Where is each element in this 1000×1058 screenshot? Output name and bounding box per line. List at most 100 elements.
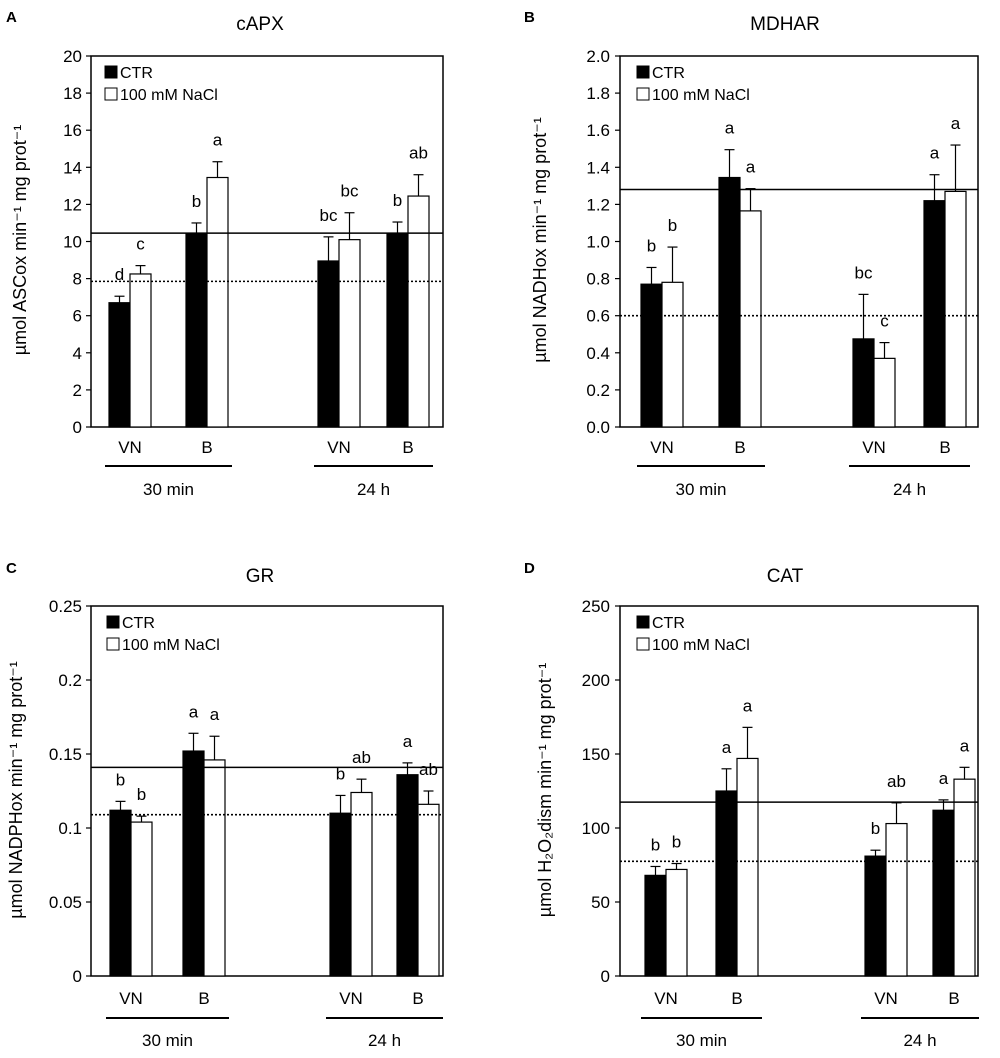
bar-ctr — [182, 750, 205, 977]
legend-label-ctr: CTR — [652, 615, 685, 632]
y-tick-label: 0.1 — [58, 819, 82, 838]
panel-label: D — [524, 560, 535, 577]
bar-ctr — [109, 809, 132, 977]
significance-letter: bc — [341, 182, 359, 201]
bar-ctr — [640, 283, 663, 428]
bar-nacl — [944, 190, 967, 428]
y-tick-label: 0.6 — [586, 307, 610, 326]
y-tick-label: 250 — [582, 597, 610, 616]
y-tick-label: 8 — [73, 270, 82, 289]
significance-letter: c — [136, 235, 145, 254]
panel-label: B — [524, 9, 535, 26]
bar-nacl — [661, 281, 684, 428]
significance-letter: b — [668, 216, 677, 235]
legend-swatch-ctr — [106, 615, 120, 629]
bar-nacl — [953, 778, 976, 977]
significance-letter: ab — [352, 748, 371, 767]
legend-label-nacl: 100 mM NaCl — [120, 87, 218, 104]
significance-letter: ab — [409, 144, 428, 163]
significance-letter: a — [746, 158, 756, 177]
x-group-label: 30 min — [676, 1031, 727, 1050]
legend: CTR 100 mM NaCl — [104, 65, 218, 104]
x-category-label: B — [198, 989, 209, 1008]
x-group-label: 30 min — [142, 1031, 193, 1050]
reference-lines — [91, 232, 443, 283]
bar-ctr — [932, 809, 955, 977]
significance-letter: a — [189, 702, 199, 721]
y-tick-label: 4 — [73, 344, 82, 363]
plot-frame — [90, 605, 444, 977]
y-tick-label: 1.8 — [586, 84, 610, 103]
x-category-label: B — [948, 989, 959, 1008]
significance-letter: bc — [855, 263, 873, 282]
significance-letter: b — [116, 770, 125, 789]
x-category-label: B — [939, 438, 950, 457]
significance-letter: b — [651, 835, 660, 854]
x-category-label: VN — [654, 989, 678, 1008]
bar-ctr — [396, 774, 419, 977]
significance-letter: b — [137, 785, 146, 804]
y-tick-label: 200 — [582, 671, 610, 690]
y-tick-label: 0 — [73, 967, 82, 986]
y-axis-label: µmol NADPHox min⁻¹ mg prot⁻¹ — [6, 661, 26, 918]
x-axis: VN B VN B 30 min 24 h — [637, 438, 970, 499]
x-category-label: B — [201, 438, 212, 457]
bar-ctr — [317, 260, 340, 428]
legend-swatch-nacl — [104, 87, 118, 101]
bar-ctr — [185, 233, 208, 428]
reference-lines — [620, 801, 978, 863]
x-category-label: B — [731, 989, 742, 1008]
x-category-label: VN — [874, 989, 898, 1008]
x-category-label: VN — [118, 438, 142, 457]
legend-label-ctr: CTR — [120, 65, 153, 82]
legend-label-nacl: 100 mM NaCl — [122, 637, 220, 654]
x-group-label: 30 min — [675, 480, 726, 499]
x-axis: VN B VN B 30 min 24 h — [106, 989, 443, 1050]
y-tick-label: 1.4 — [586, 158, 610, 177]
y-axis-label: µmol NADHox min⁻¹ mg prot⁻¹ — [530, 117, 550, 362]
y-axis: 0 0.05 0.1 0.15 0.2 0.25 — [49, 597, 91, 986]
y-tick-label: 1.6 — [586, 121, 610, 140]
y-tick-label: 0.4 — [586, 344, 610, 363]
panel-b: B MDHAR 0.0 0.2 0.4 0.6 0.8 1.0 1.2 1.4 1.6 1.8 2.… — [524, 9, 979, 499]
y-tick-label: 6 — [73, 307, 82, 326]
legend-swatch-nacl — [636, 87, 650, 101]
chart-title: GR — [246, 566, 275, 587]
bar-nacl — [203, 759, 226, 977]
y-tick-label: 18 — [63, 84, 82, 103]
bar-ctr — [715, 790, 738, 977]
bar-nacl — [206, 176, 229, 428]
bars: b a bc a b a c a — [640, 114, 967, 428]
bar-ctr — [644, 874, 667, 977]
significance-letter: c — [880, 312, 889, 331]
y-tick-label: 10 — [63, 233, 82, 252]
significance-letter: d — [115, 265, 124, 284]
panel-label: A — [6, 9, 17, 26]
x-group-label: 24 h — [368, 1031, 401, 1050]
legend-label-ctr: CTR — [652, 65, 685, 82]
x-category-label: VN — [650, 438, 674, 457]
legend: CTR 100 mM NaCl — [636, 65, 750, 104]
significance-letter: a — [213, 131, 223, 150]
y-tick-label: 0.05 — [49, 893, 82, 912]
significance-letter: b — [336, 764, 345, 783]
y-tick-label: 16 — [63, 121, 82, 140]
y-tick-label: 150 — [582, 745, 610, 764]
significance-letter: b — [672, 833, 681, 852]
plot-frame — [619, 605, 979, 977]
y-axis: 0.0 0.2 0.4 0.6 0.8 1.0 1.2 1.4 1.6 1.8 2.0 — [586, 47, 620, 437]
x-axis: VN B VN B 30 min 24 h — [105, 438, 433, 499]
x-category-label: B — [412, 989, 423, 1008]
y-tick-label: 1.2 — [586, 195, 610, 214]
bar-ctr — [718, 176, 741, 428]
y-tick-label: 0.8 — [586, 270, 610, 289]
x-category-label: VN — [119, 989, 143, 1008]
legend-swatch-nacl — [106, 637, 120, 651]
significance-letter: b — [192, 192, 201, 211]
bar-ctr — [108, 302, 131, 428]
chart-title: MDHAR — [750, 14, 820, 35]
